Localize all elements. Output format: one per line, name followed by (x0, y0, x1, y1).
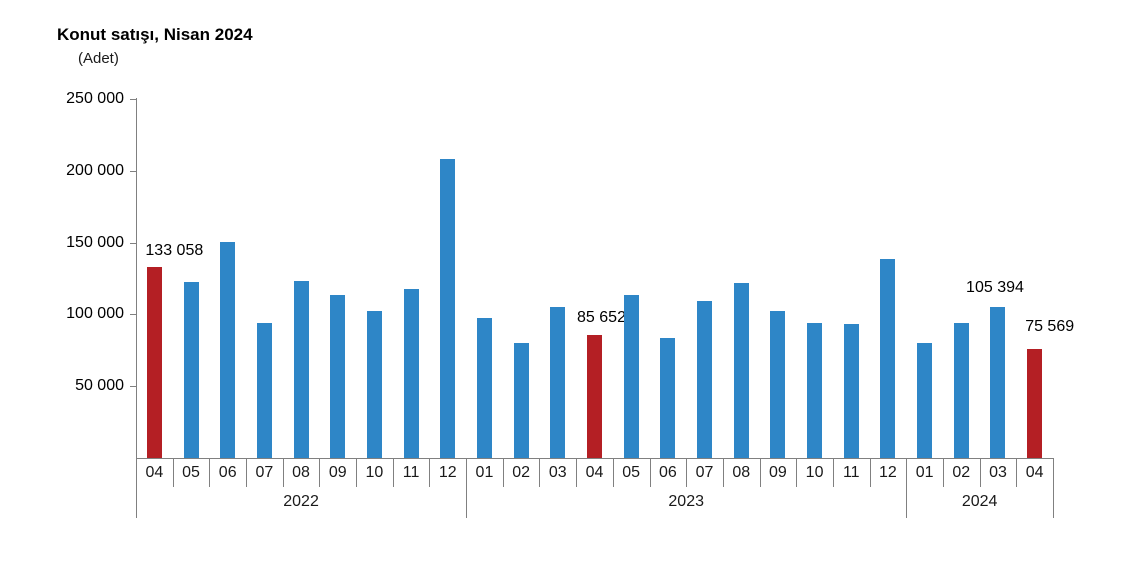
bar-2023-07 (697, 300, 713, 458)
month-label-2022-06: 06 (218, 464, 237, 481)
bar-2024-04 (1027, 349, 1043, 458)
month-label-2023-07: 07 (695, 464, 714, 481)
bar-2022-08 (293, 280, 309, 458)
year-label-2022: 2022 (283, 493, 319, 510)
bar-2023-12 (880, 259, 896, 458)
y-axis-tick-label: 150 000 (66, 233, 124, 251)
month-label-2024-01: 01 (915, 464, 934, 481)
month-tick (832, 458, 834, 487)
month-tick (539, 458, 541, 487)
bar-2022-10 (366, 311, 382, 458)
bar-2023-10 (807, 323, 823, 458)
bar-2023-01 (476, 317, 492, 458)
month-label-2023-01: 01 (475, 464, 494, 481)
month-tick (209, 458, 211, 487)
chart-title: Konut satışı, Nisan 2024 (57, 25, 253, 44)
year-label-2023: 2023 (668, 493, 704, 510)
y-axis-tick-label: 250 000 (66, 90, 124, 107)
month-tick (649, 458, 651, 487)
bar-2022-12 (440, 159, 456, 458)
y-axis-tick (130, 99, 136, 100)
year-boundary-tick (466, 458, 468, 518)
month-tick (1016, 458, 1018, 487)
month-label-2023-02: 02 (512, 464, 531, 481)
month-label-2024-03: 03 (989, 464, 1007, 481)
month-label-2023-10: 10 (805, 464, 824, 481)
y-axis-tick (130, 386, 136, 388)
month-tick (246, 458, 248, 487)
bar-2024-03 (990, 306, 1006, 458)
month-tick (576, 458, 578, 487)
month-label-2022-05: 05 (182, 464, 200, 481)
month-label-2024-02: 02 (952, 464, 971, 481)
bar-2023-03 (550, 306, 566, 458)
month-label-2022-09: 09 (328, 464, 347, 481)
month-label-2023-09: 09 (768, 464, 787, 481)
year-boundary-tick (1053, 458, 1054, 518)
bar-2022-09 (330, 295, 346, 458)
y-axis-tick (130, 242, 136, 244)
month-tick (502, 458, 504, 487)
month-label-2024-04: 04 (1025, 464, 1044, 481)
month-tick (392, 458, 394, 487)
bar-2023-11 (843, 323, 859, 458)
month-label-2023-12: 12 (879, 464, 897, 481)
value-label-2024-03: 105 394 (966, 278, 1024, 296)
month-tick (356, 458, 358, 487)
month-tick (759, 458, 761, 487)
month-tick (796, 458, 798, 487)
month-label-2022-12: 12 (438, 464, 457, 481)
y-axis-tick (130, 170, 136, 172)
bar-2023-04 (587, 335, 602, 458)
month-tick (429, 458, 431, 487)
month-label-2023-03: 03 (548, 464, 567, 481)
month-label-2022-10: 10 (365, 464, 384, 481)
month-label-2022-08: 08 (292, 464, 310, 481)
bar-2022-07 (256, 323, 272, 458)
y-axis-line (136, 98, 137, 458)
year-boundary-tick (136, 458, 137, 518)
month-tick (612, 458, 614, 487)
bar-2023-05 (623, 294, 639, 458)
bar-2023-08 (733, 282, 749, 458)
month-label-2023-04: 04 (585, 464, 604, 481)
y-axis-tick-label: 200 000 (66, 161, 124, 179)
month-tick (869, 458, 871, 487)
y-axis-tick-label: 100 000 (66, 305, 124, 323)
y-axis-tick-label: 50 000 (75, 377, 124, 395)
bar-2023-02 (513, 343, 529, 458)
bar-2022-11 (403, 288, 419, 458)
value-label-2022-04: 133 058 (145, 241, 204, 259)
value-label-2023-04: 85 652 (577, 309, 626, 326)
bar-2022-04 (146, 266, 162, 458)
month-tick (282, 458, 284, 487)
month-tick (172, 458, 174, 487)
month-label-2023-11: 11 (842, 464, 860, 481)
year-label-2024: 2024 (961, 493, 998, 510)
month-label-2022-04: 04 (145, 464, 164, 481)
x-axis-line (136, 458, 1054, 459)
month-tick (722, 458, 724, 487)
month-tick (319, 458, 321, 487)
month-label-2023-06: 06 (658, 464, 677, 481)
month-label-2023-08: 08 (732, 464, 751, 481)
bar-2024-02 (953, 323, 969, 458)
value-label-2024-04: 75 569 (1025, 318, 1075, 336)
month-label-2023-05: 05 (622, 464, 641, 481)
bar-2022-05 (183, 281, 199, 458)
month-tick (979, 458, 981, 487)
bar-2023-06 (660, 337, 676, 458)
chart-unit-label: (Adet) (78, 50, 119, 67)
bar-2024-01 (917, 342, 933, 458)
month-label-2022-11: 11 (402, 464, 420, 481)
month-label-2022-07: 07 (255, 464, 274, 481)
month-tick (942, 458, 944, 487)
y-axis-tick (130, 314, 136, 316)
bar-2022-06 (220, 241, 236, 458)
year-boundary-tick (906, 458, 908, 518)
month-tick (686, 458, 688, 487)
bar-2023-09 (770, 310, 786, 458)
